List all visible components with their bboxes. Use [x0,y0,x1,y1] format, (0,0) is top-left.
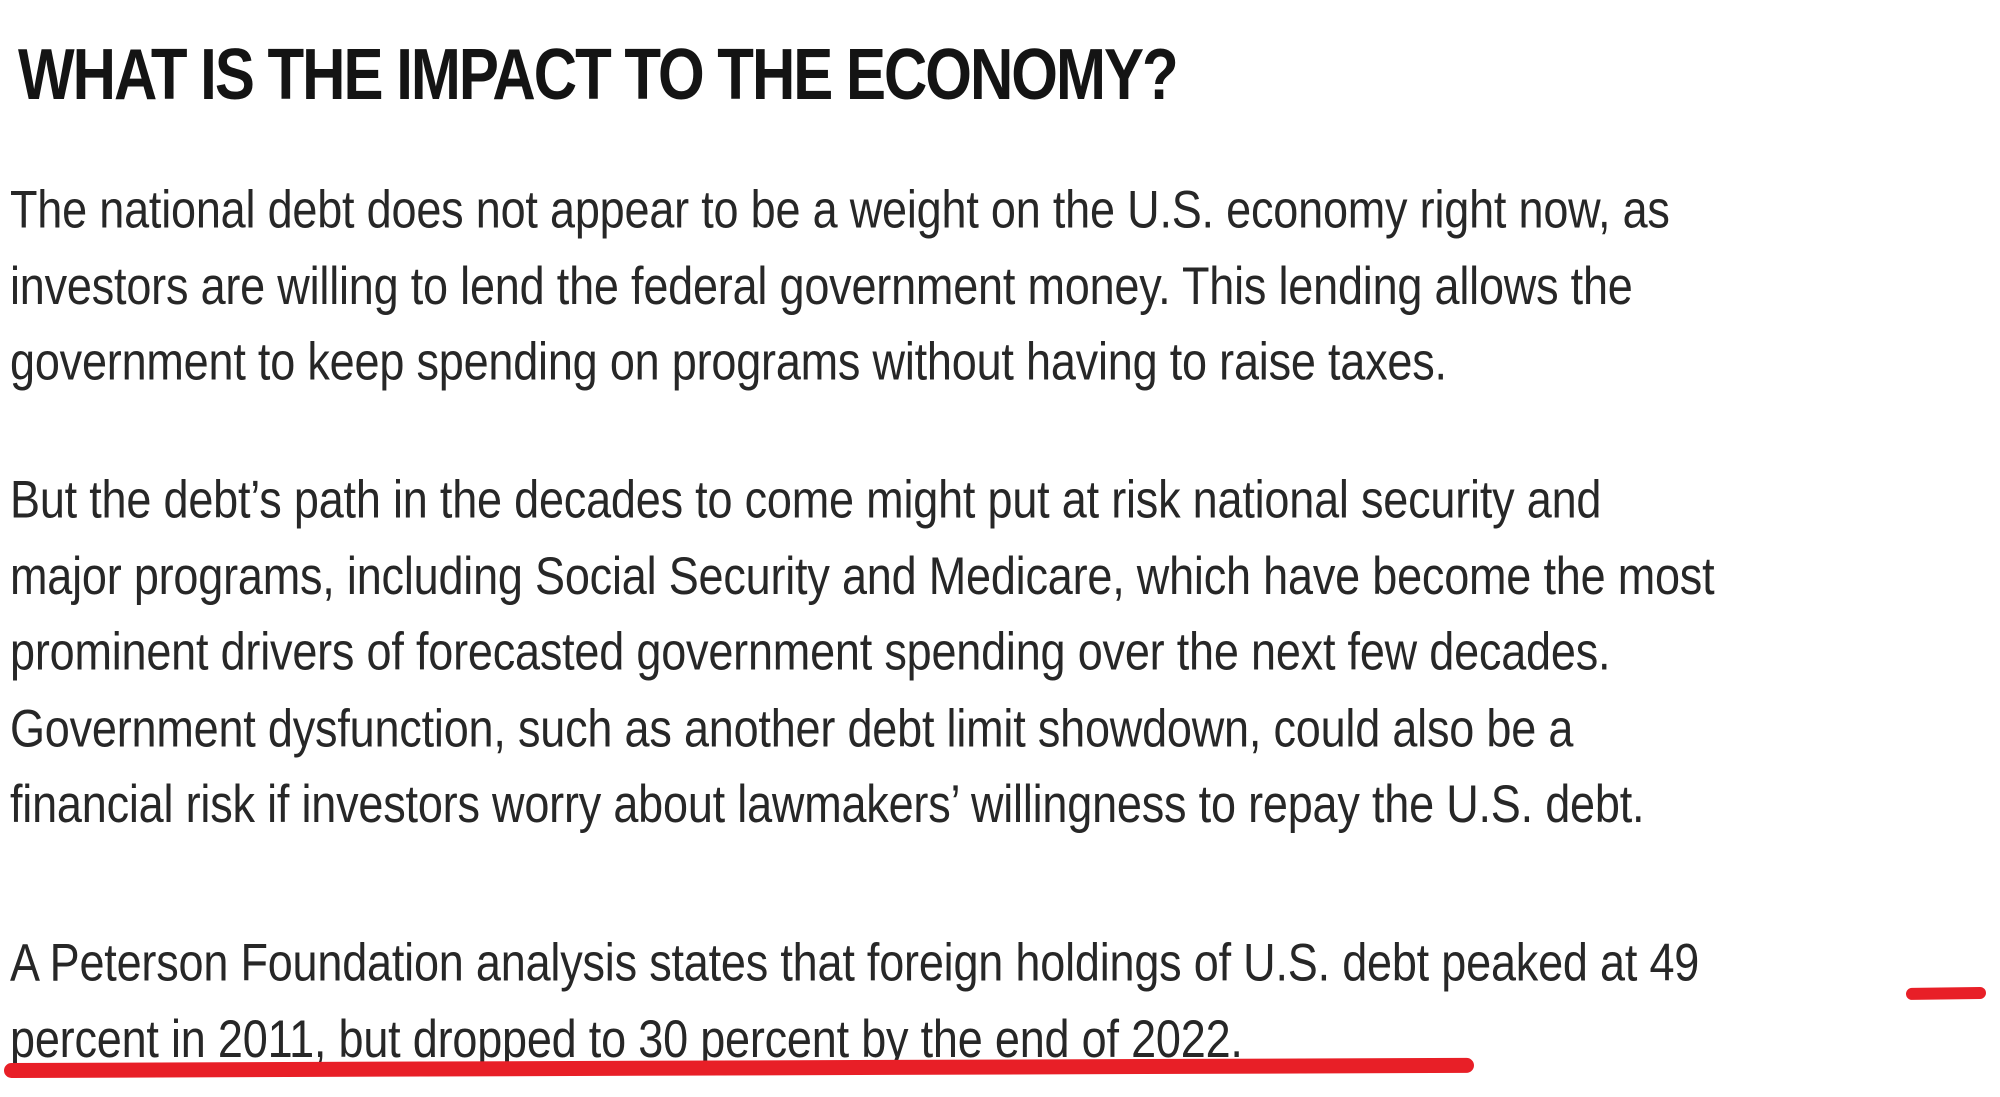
text-line: financial risk if investors worry about … [10,773,1645,834]
text-line: prominent drivers of forecasted governme… [10,621,1611,682]
text-line: But the debt’s path in the decades to co… [10,469,1602,530]
text-line: investors are willing to lend the federa… [10,255,1633,316]
paragraph: But the debt’s path in the decades to co… [10,462,1715,843]
text-line: percent in 2011, but dropped to 30 perce… [10,1008,1243,1069]
section-heading: WHAT IS THE IMPACT TO THE ECONOMY? [18,34,1179,115]
text-line: major programs, including Social Securit… [10,545,1715,606]
text-line: Government dysfunction, such as another … [10,697,1574,758]
text-line: The national debt does not appear to be … [10,179,1670,240]
paragraph: The national debt does not appear to be … [10,172,1670,400]
text-line: A Peterson Foundation analysis states th… [10,932,1700,993]
text-line: government to keep spending on programs … [10,331,1447,392]
paragraph: A Peterson Foundation analysis states th… [10,925,1699,1077]
red-underline-49 [1905,986,1987,1000]
